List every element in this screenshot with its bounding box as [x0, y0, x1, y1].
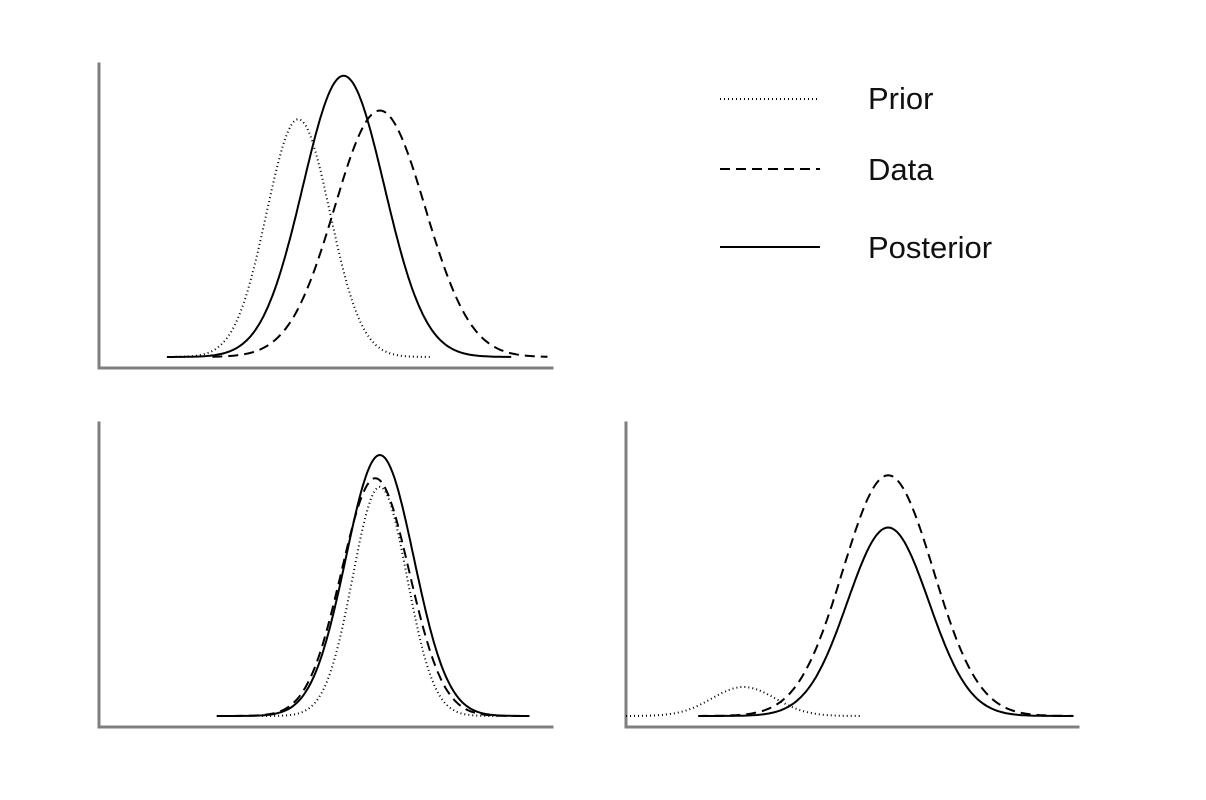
- panel-bottom-left: [97, 421, 554, 729]
- legend-item-posterior: Posterior: [720, 230, 992, 265]
- legend-item-prior: Prior: [720, 81, 933, 116]
- curve-prior: [175, 118, 430, 358]
- curve-posterior: [698, 526, 1074, 717]
- curve-prior: [626, 686, 861, 717]
- panel-top-left: [97, 62, 554, 370]
- legend-label-posterior: Posterior: [868, 230, 992, 265]
- curve-posterior: [216, 454, 530, 717]
- legend-item-data: Data: [720, 152, 934, 187]
- legend-label-prior: Prior: [868, 81, 933, 116]
- curve-posterior: [166, 74, 512, 358]
- panel-bottom-right: [624, 421, 1080, 729]
- curve-prior: [262, 485, 498, 717]
- curve-data: [216, 477, 530, 717]
- curve-data: [698, 474, 1074, 717]
- legend-label-data: Data: [868, 152, 934, 187]
- curve-data: [212, 109, 548, 358]
- legend: Prior Data Posterior: [720, 81, 992, 265]
